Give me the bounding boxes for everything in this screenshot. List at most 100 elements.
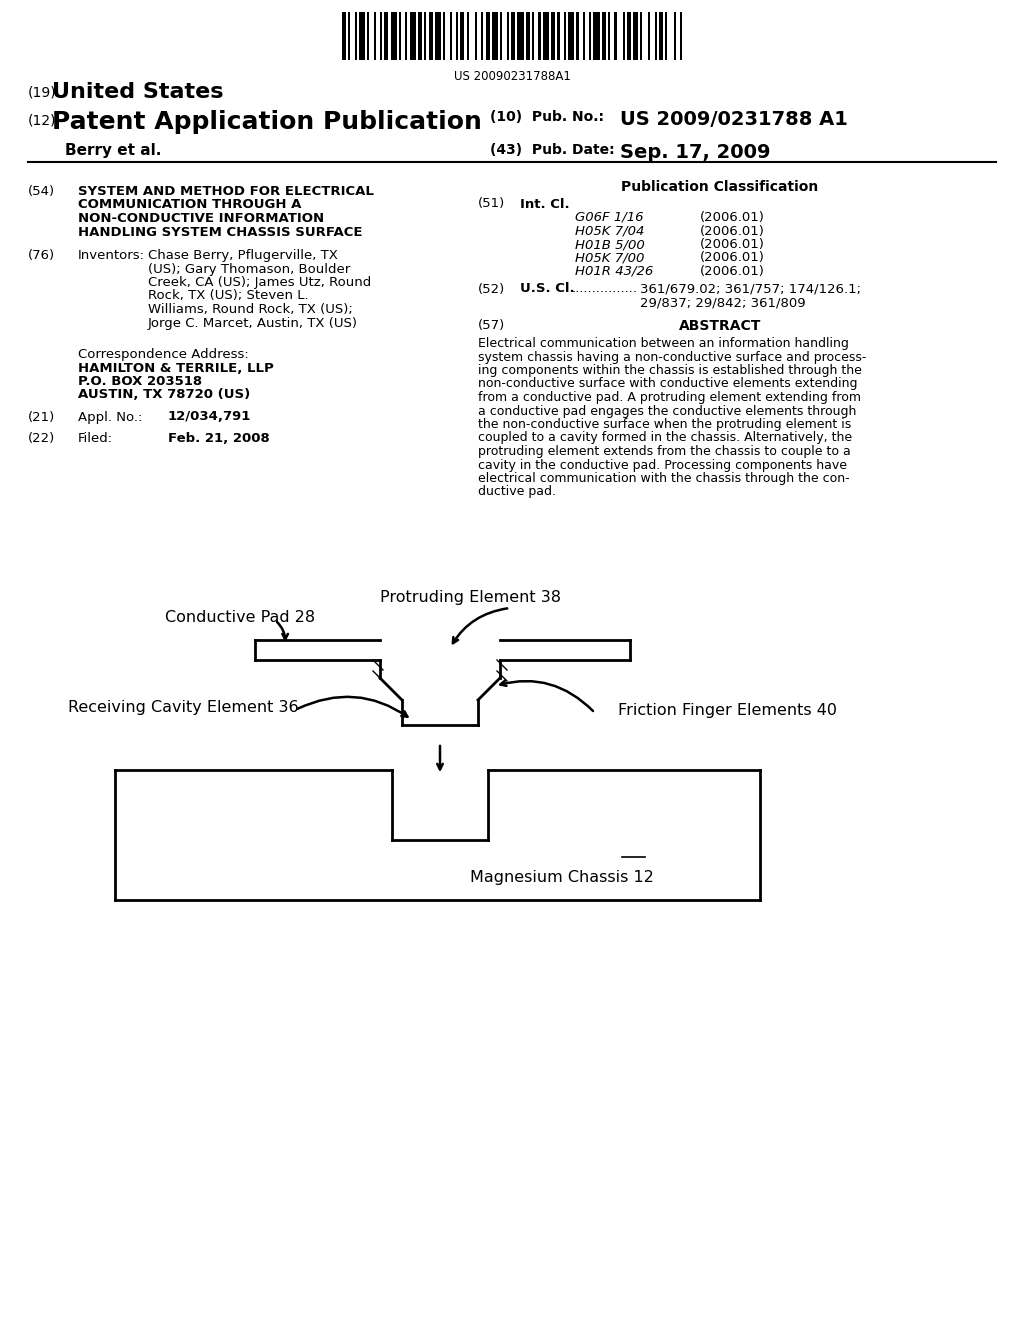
- Text: NON-CONDUCTIVE INFORMATION: NON-CONDUCTIVE INFORMATION: [78, 213, 325, 224]
- Text: (43)  Pub. Date:: (43) Pub. Date:: [490, 143, 614, 157]
- Bar: [517, 12, 523, 59]
- Text: (US); Gary Thomason, Boulder: (US); Gary Thomason, Boulder: [148, 263, 350, 276]
- Text: Filed:: Filed:: [78, 432, 113, 445]
- Bar: [634, 12, 638, 59]
- Bar: [532, 12, 535, 59]
- Bar: [674, 12, 676, 59]
- Text: (19): (19): [28, 86, 56, 100]
- Bar: [511, 12, 515, 59]
- Bar: [589, 12, 591, 59]
- Text: (2006.01): (2006.01): [700, 252, 765, 264]
- Text: non-conductive surface with conductive elements extending: non-conductive surface with conductive e…: [478, 378, 857, 391]
- Text: (10)  Pub. No.:: (10) Pub. No.:: [490, 110, 604, 124]
- Text: Inventors:: Inventors:: [78, 249, 145, 261]
- Text: Berry et al.: Berry et al.: [65, 143, 162, 158]
- Text: Receiving Cavity Element 36: Receiving Cavity Element 36: [68, 700, 299, 715]
- Bar: [368, 12, 370, 59]
- Text: G06F 1/16: G06F 1/16: [575, 211, 643, 224]
- Text: Patent Application Publication: Patent Application Publication: [52, 110, 482, 135]
- Bar: [593, 12, 600, 59]
- Text: (22): (22): [28, 432, 55, 445]
- Text: (76): (76): [28, 249, 55, 261]
- Text: (2006.01): (2006.01): [700, 265, 765, 279]
- Bar: [583, 12, 585, 59]
- Text: Friction Finger Elements 40: Friction Finger Elements 40: [618, 704, 837, 718]
- Bar: [551, 12, 555, 59]
- Bar: [429, 12, 433, 59]
- Text: AUSTIN, TX 78720 (US): AUSTIN, TX 78720 (US): [78, 388, 250, 401]
- Text: Magnesium Chassis 12: Magnesium Chassis 12: [470, 870, 654, 884]
- Bar: [648, 12, 650, 59]
- Bar: [481, 12, 483, 59]
- Text: Appl. No.:: Appl. No.:: [78, 411, 142, 424]
- Text: coupled to a cavity formed in the chassis. Alternatively, the: coupled to a cavity formed in the chassi…: [478, 432, 852, 445]
- Bar: [358, 12, 366, 59]
- Bar: [380, 12, 382, 59]
- Bar: [627, 12, 632, 59]
- Bar: [666, 12, 668, 59]
- Bar: [374, 12, 376, 59]
- Text: COMMUNICATION THROUGH A: COMMUNICATION THROUGH A: [78, 198, 301, 211]
- Text: Williams, Round Rock, TX (US);: Williams, Round Rock, TX (US);: [148, 304, 352, 315]
- Text: (21): (21): [28, 411, 55, 424]
- Bar: [435, 12, 441, 59]
- Text: protruding element extends from the chassis to couple to a: protruding element extends from the chas…: [478, 445, 851, 458]
- Text: the non-conductive surface when the protruding element is: the non-conductive surface when the prot…: [478, 418, 851, 432]
- Bar: [354, 12, 356, 59]
- Bar: [456, 12, 458, 59]
- Text: from a conductive pad. A protruding element extending from: from a conductive pad. A protruding elem…: [478, 391, 861, 404]
- Text: 29/837; 29/842; 361/809: 29/837; 29/842; 361/809: [640, 296, 806, 309]
- Bar: [390, 12, 397, 59]
- Text: (2006.01): (2006.01): [700, 224, 765, 238]
- Text: H05K 7/04: H05K 7/04: [575, 224, 644, 238]
- Text: (51): (51): [478, 198, 505, 210]
- Text: Sep. 17, 2009: Sep. 17, 2009: [620, 143, 770, 162]
- Text: Conductive Pad 28: Conductive Pad 28: [165, 610, 315, 624]
- Text: Protruding Element 38: Protruding Element 38: [380, 590, 560, 605]
- Text: HAMILTON & TERRILE, LLP: HAMILTON & TERRILE, LLP: [78, 362, 273, 375]
- Text: US 2009/0231788 A1: US 2009/0231788 A1: [620, 110, 848, 129]
- Text: HANDLING SYSTEM CHASSIS SURFACE: HANDLING SYSTEM CHASSIS SURFACE: [78, 226, 362, 239]
- Text: 12/034,791: 12/034,791: [168, 411, 251, 424]
- Bar: [525, 12, 530, 59]
- Text: U.S. Cl.: U.S. Cl.: [520, 282, 574, 296]
- Text: Publication Classification: Publication Classification: [622, 180, 818, 194]
- Bar: [539, 12, 541, 59]
- Text: Rock, TX (US); Steven L.: Rock, TX (US); Steven L.: [148, 289, 308, 302]
- Text: ing components within the chassis is established through the: ing components within the chassis is est…: [478, 364, 862, 378]
- Bar: [492, 12, 499, 59]
- Text: Electrical communication between an information handling: Electrical communication between an info…: [478, 337, 849, 350]
- Bar: [543, 12, 549, 59]
- Bar: [384, 12, 388, 59]
- Text: Jorge C. Marcet, Austin, TX (US): Jorge C. Marcet, Austin, TX (US): [148, 317, 358, 330]
- Text: P.O. BOX 203518: P.O. BOX 203518: [78, 375, 202, 388]
- Bar: [485, 12, 489, 59]
- Text: (57): (57): [478, 319, 505, 333]
- Text: cavity in the conductive pad. Processing components have: cavity in the conductive pad. Processing…: [478, 458, 847, 471]
- Bar: [602, 12, 606, 59]
- Text: Creek, CA (US); James Utz, Round: Creek, CA (US); James Utz, Round: [148, 276, 372, 289]
- Bar: [443, 12, 445, 59]
- Bar: [557, 12, 559, 59]
- Text: system chassis having a non-conductive surface and process-: system chassis having a non-conductive s…: [478, 351, 866, 363]
- Text: (12): (12): [28, 114, 56, 128]
- Text: H01B 5/00: H01B 5/00: [575, 238, 645, 251]
- Bar: [467, 12, 469, 59]
- Bar: [614, 12, 616, 59]
- Text: a conductive pad engages the conductive elements through: a conductive pad engages the conductive …: [478, 404, 856, 417]
- Text: H05K 7/00: H05K 7/00: [575, 252, 644, 264]
- Text: ductive pad.: ductive pad.: [478, 486, 556, 499]
- Text: Chase Berry, Pflugerville, TX: Chase Berry, Pflugerville, TX: [148, 249, 338, 261]
- Bar: [680, 12, 682, 59]
- Bar: [348, 12, 350, 59]
- Bar: [424, 12, 426, 59]
- Bar: [564, 12, 566, 59]
- Bar: [475, 12, 477, 59]
- Text: (54): (54): [28, 185, 55, 198]
- Bar: [342, 12, 346, 59]
- Bar: [450, 12, 452, 59]
- Bar: [577, 12, 579, 59]
- Text: (2006.01): (2006.01): [700, 238, 765, 251]
- Text: (52): (52): [478, 282, 505, 296]
- Text: ................: ................: [572, 282, 638, 296]
